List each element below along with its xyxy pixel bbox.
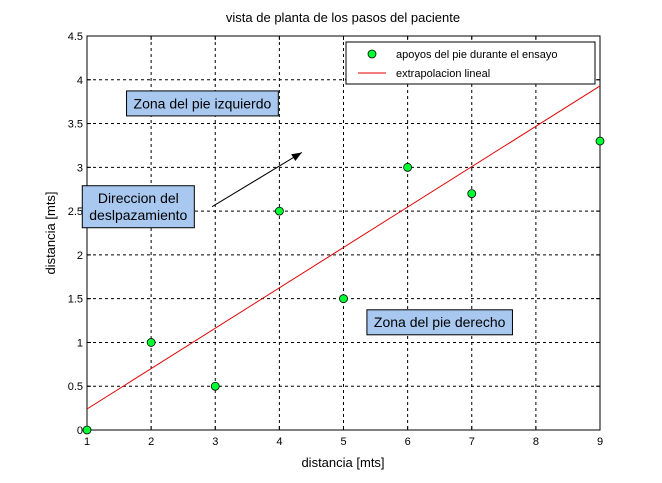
annotation-box xyxy=(366,309,513,336)
ticks: 1 2 3 4 5 6 7 8 9 0 0.5 1 1.5 2 2.5 3 3.5 4 4.5 xyxy=(68,31,603,448)
data-point xyxy=(339,294,348,304)
y-tick-label: 0 xyxy=(77,425,83,437)
x-tick-label: 5 xyxy=(340,436,346,448)
annotation-text: Zona del pie izquierdo xyxy=(134,95,272,111)
annotation-box xyxy=(81,185,195,229)
y-tick-label: 1.5 xyxy=(68,294,83,306)
y-tick-label: 2.5 xyxy=(68,206,83,218)
direction-arrow xyxy=(211,152,303,208)
x-tick-label: 8 xyxy=(533,436,539,448)
legend-label: extrapolacion lineal xyxy=(396,68,490,80)
annotation-text: Direccion del xyxy=(98,190,179,206)
data-point xyxy=(595,136,605,146)
legend: apoyos del pie durante el ensayo extrapol… xyxy=(345,41,596,85)
x-tick-label: 1 xyxy=(84,436,90,448)
chart-title: vista de planta de los pasos del pacient… xyxy=(226,10,460,25)
data-point xyxy=(403,162,413,172)
y-tick-label: 1 xyxy=(77,337,83,349)
data-point xyxy=(274,206,284,216)
y-tick-label: 3 xyxy=(77,162,83,174)
annotation-right: Zona del pie derecho xyxy=(366,309,513,336)
legend-marker xyxy=(367,49,377,59)
annotation-left: Zona del pie izquierdo xyxy=(126,90,279,117)
annotations: Zona del pie izquierdo Zona del pie derec… xyxy=(81,90,513,336)
arrow-head xyxy=(291,152,302,162)
y-tick-label: 4 xyxy=(77,75,83,87)
x-tick-label: 3 xyxy=(212,436,218,448)
y-tick-label: 2 xyxy=(77,250,83,262)
legend-box xyxy=(345,41,596,85)
x-tick-label: 4 xyxy=(276,436,282,448)
y-tick-label: 0.5 xyxy=(68,381,83,393)
y-tick-label: 4.5 xyxy=(68,31,83,43)
data-point xyxy=(210,381,220,391)
annotation-text: deslpazamiento xyxy=(89,207,187,223)
series xyxy=(82,85,605,435)
x-tick-label: 9 xyxy=(597,436,603,448)
x-axis-label: distancia [mts] xyxy=(301,455,384,470)
regression-line xyxy=(86,85,601,410)
legend-label: apoyos del pie durante el ensayo xyxy=(396,49,557,61)
annotation-box xyxy=(126,90,279,117)
x-tick-label: 7 xyxy=(469,436,475,448)
y-axis-label: distancia [mts] xyxy=(43,191,58,274)
data-point xyxy=(467,189,477,199)
x-tick-label: 2 xyxy=(148,436,154,448)
data-point xyxy=(146,338,156,347)
data-point xyxy=(82,425,92,435)
x-tick-label: 6 xyxy=(405,436,411,448)
y-tick-label: 3.5 xyxy=(68,119,83,131)
annotation-text: Zona del pie derecho xyxy=(374,314,506,330)
